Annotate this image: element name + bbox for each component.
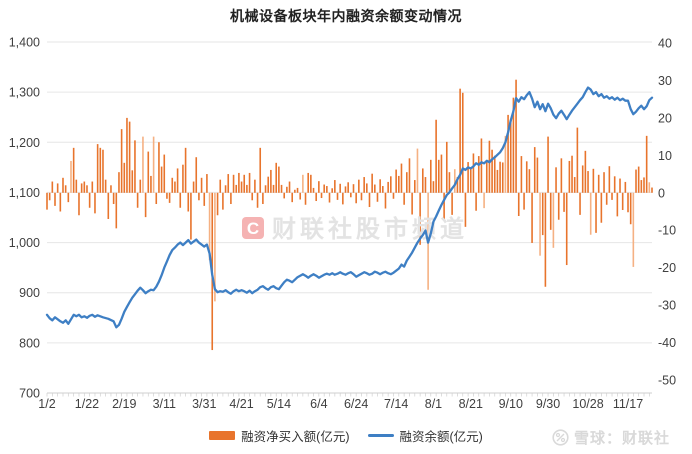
- right-axis-tick: -20: [658, 261, 676, 275]
- left-axis-tick: 1,100: [9, 186, 40, 200]
- x-axis-tick: 7/14: [384, 397, 408, 411]
- right-axis-tick: 40: [658, 37, 672, 51]
- chart-title: 机械设备板块年内融资余额变动情况: [230, 8, 462, 24]
- legend-label-balance: 融资余额(亿元): [399, 429, 483, 444]
- x-axis-tick: 9/10: [499, 397, 523, 411]
- watermark-text: 财联社股市频道: [272, 215, 468, 243]
- x-axis-tick: 4/21: [229, 397, 253, 411]
- left-axis-tick: 700: [19, 387, 40, 401]
- x-axis-tick: 1/2: [38, 397, 55, 411]
- legend: 融资净买入额(亿元) 融资余额(亿元): [0, 426, 692, 444]
- right-axis-tick: -50: [658, 374, 676, 388]
- x-axis-tick: 9/30: [536, 397, 560, 411]
- line-swatch-icon: [367, 433, 394, 437]
- x-axis-tick: 1/22: [75, 397, 99, 411]
- bar-series-net-buy: [46, 79, 653, 351]
- x-axis-tick: 6/4: [310, 397, 327, 411]
- x-axis-tick: 6/24: [344, 397, 368, 411]
- x-axis-tick: 8/21: [459, 397, 483, 411]
- axis-labels: 1,400 1,300 1,200 1,100 1,000 900 800 700 40 30 20…: [9, 36, 676, 412]
- x-axis-tick: 3/31: [192, 397, 216, 411]
- right-axis-tick: 30: [658, 74, 672, 88]
- right-axis-tick: -30: [658, 299, 676, 313]
- right-axis-tick: 0: [658, 186, 665, 200]
- right-axis-tick: -40: [658, 336, 676, 350]
- xueqiu-logo-icon: [552, 429, 569, 446]
- left-axis-tick: 900: [19, 286, 40, 300]
- x-axis: [46, 392, 652, 397]
- left-axis-tick: 1,300: [9, 86, 40, 100]
- right-axis-tick: 10: [658, 149, 672, 163]
- right-axis-tick: 20: [658, 111, 672, 125]
- x-axis-tick: 3/11: [153, 397, 176, 411]
- cls-logo-icon: [242, 217, 264, 239]
- bar-swatch-icon: [209, 430, 236, 440]
- legend-item-balance[interactable]: 融资余额(亿元): [367, 426, 483, 445]
- x-axis-tick: 5/14: [267, 397, 291, 411]
- left-axis-tick: 800: [19, 336, 40, 350]
- x-axis-tick: 11/17: [613, 397, 643, 411]
- x-axis-tick: 10/28: [572, 397, 603, 411]
- line-series-balance: [45, 86, 654, 329]
- brand-watermark-text: 雪球：财联社: [573, 430, 670, 447]
- right-axis-tick: -10: [658, 224, 676, 238]
- left-axis-tick: 1,200: [9, 136, 40, 150]
- brand-watermark: 雪球：财联社: [552, 427, 670, 448]
- legend-item-net-buy[interactable]: 融资净买入额(亿元): [209, 426, 350, 445]
- center-watermark: C 财联社股市频道: [242, 215, 468, 243]
- x-axis-tick: 8/1: [425, 397, 442, 411]
- left-axis-tick: 1,400: [9, 36, 40, 50]
- left-axis-tick: 1,000: [9, 236, 40, 250]
- x-axis-tick: 2/19: [112, 397, 136, 411]
- legend-label-net-buy: 融资净买入额(亿元): [241, 429, 350, 444]
- svg-text:C: C: [247, 219, 259, 238]
